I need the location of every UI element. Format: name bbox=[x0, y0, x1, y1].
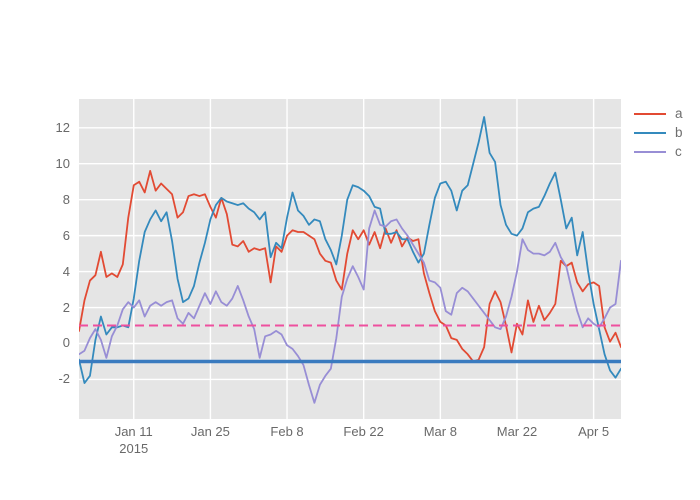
legend-item-c[interactable]: c bbox=[634, 142, 683, 161]
x-tick-label: Jan 11 2015 bbox=[89, 423, 179, 457]
x-tick-label: Apr 5 bbox=[549, 423, 639, 440]
legend-label: b bbox=[675, 124, 683, 140]
legend-item-b[interactable]: b bbox=[634, 123, 683, 142]
plot-area[interactable] bbox=[79, 99, 621, 419]
y-tick-label: 8 bbox=[62, 191, 70, 207]
x-tick-date: Jan 25 bbox=[190, 424, 230, 439]
legend-label: a bbox=[675, 105, 683, 121]
y-tick-label: 12 bbox=[55, 119, 70, 135]
series-line-c bbox=[79, 209, 621, 404]
y-tick-label: 10 bbox=[55, 155, 70, 171]
y-tick-label: 4 bbox=[62, 263, 70, 279]
series-line-a bbox=[79, 170, 621, 363]
x-tick-date: Apr 5 bbox=[578, 424, 610, 439]
y-tick-label: 0 bbox=[62, 335, 70, 351]
legend-line-swatch bbox=[634, 131, 666, 134]
x-tick-label: Jan 25 bbox=[165, 423, 255, 440]
legend-label: c bbox=[675, 143, 682, 159]
series-line-b bbox=[79, 116, 621, 384]
x-tick-label: Feb 22 bbox=[319, 423, 409, 440]
y-tick-label: -2 bbox=[58, 371, 70, 387]
x-tick-date: Feb 22 bbox=[343, 424, 384, 439]
x-tick-year: 2015 bbox=[119, 441, 149, 456]
x-tick-label: Mar 22 bbox=[472, 423, 562, 440]
legend-line-swatch bbox=[634, 112, 666, 115]
x-tick-date: Feb 8 bbox=[270, 424, 304, 439]
x-tick-date: Mar 8 bbox=[423, 424, 457, 439]
x-tick-label: Feb 8 bbox=[242, 423, 332, 440]
legend-item-a[interactable]: a bbox=[634, 104, 683, 123]
y-tick-label: 6 bbox=[62, 227, 70, 243]
x-tick-label: Mar 8 bbox=[395, 423, 485, 440]
y-tick-label: 2 bbox=[62, 299, 70, 315]
legend-line-swatch bbox=[634, 150, 666, 153]
x-tick-date: Jan 11 bbox=[114, 424, 153, 439]
chart-canvas[interactable] bbox=[79, 99, 621, 419]
x-tick-date: Mar 22 bbox=[496, 424, 538, 439]
